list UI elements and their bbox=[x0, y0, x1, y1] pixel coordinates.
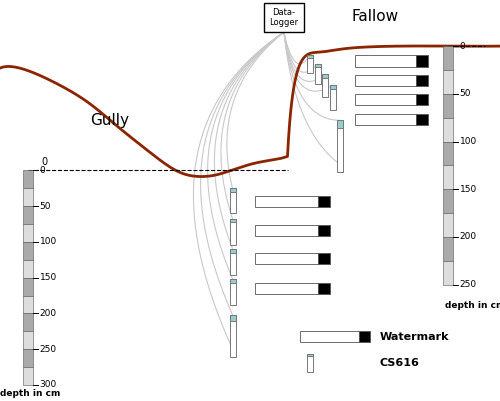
Bar bbox=[330, 85, 336, 110]
Text: 50: 50 bbox=[40, 202, 51, 211]
Bar bbox=[442, 46, 452, 70]
Bar bbox=[230, 279, 235, 305]
Bar bbox=[230, 219, 235, 223]
Bar bbox=[318, 253, 330, 264]
Bar bbox=[442, 213, 452, 237]
Bar bbox=[22, 260, 32, 277]
Bar bbox=[442, 142, 452, 165]
Bar bbox=[255, 253, 318, 264]
Bar bbox=[416, 114, 428, 125]
Bar bbox=[307, 354, 313, 356]
Bar bbox=[337, 120, 343, 128]
Bar bbox=[307, 55, 313, 73]
Bar bbox=[22, 314, 32, 331]
Bar bbox=[22, 206, 32, 224]
Bar bbox=[330, 85, 336, 89]
Bar bbox=[355, 55, 416, 67]
Text: 100: 100 bbox=[40, 237, 57, 247]
Bar bbox=[416, 55, 428, 67]
Text: 150: 150 bbox=[460, 185, 477, 194]
Text: Fallow: Fallow bbox=[352, 9, 399, 24]
Text: 250: 250 bbox=[460, 280, 476, 289]
Text: 0: 0 bbox=[42, 157, 48, 167]
Bar bbox=[322, 74, 328, 97]
Text: depth in cm: depth in cm bbox=[445, 301, 500, 310]
Bar bbox=[416, 94, 428, 105]
Bar bbox=[314, 64, 320, 67]
Bar bbox=[307, 354, 313, 372]
Bar bbox=[255, 196, 318, 207]
Bar bbox=[355, 75, 416, 86]
Bar bbox=[22, 170, 32, 188]
Text: depth in cm: depth in cm bbox=[0, 389, 60, 398]
Bar bbox=[230, 315, 235, 357]
Bar bbox=[307, 55, 313, 58]
Bar bbox=[416, 75, 428, 86]
Bar bbox=[230, 315, 235, 321]
Bar bbox=[22, 367, 32, 385]
Text: 0: 0 bbox=[40, 166, 45, 175]
Text: 250: 250 bbox=[40, 345, 56, 354]
Bar bbox=[230, 279, 235, 283]
Bar bbox=[359, 331, 370, 342]
Bar bbox=[22, 188, 32, 206]
Bar bbox=[442, 70, 452, 94]
Bar bbox=[22, 296, 32, 314]
Bar bbox=[442, 118, 452, 142]
Text: 200: 200 bbox=[40, 309, 56, 318]
Bar bbox=[230, 249, 235, 253]
Bar bbox=[442, 237, 452, 261]
Bar bbox=[318, 225, 330, 236]
Bar bbox=[264, 3, 304, 32]
Bar bbox=[442, 189, 452, 213]
Text: 150: 150 bbox=[40, 273, 57, 282]
Text: 200: 200 bbox=[460, 233, 476, 241]
Bar bbox=[22, 278, 32, 296]
Bar bbox=[355, 114, 416, 125]
Bar bbox=[22, 224, 32, 242]
Text: 50: 50 bbox=[460, 89, 471, 98]
Bar bbox=[318, 283, 330, 294]
Text: Gully: Gully bbox=[90, 113, 130, 128]
Bar bbox=[230, 188, 235, 213]
Bar bbox=[318, 196, 330, 207]
Text: 300: 300 bbox=[40, 381, 57, 389]
Bar bbox=[322, 74, 328, 78]
Bar bbox=[255, 225, 318, 236]
Bar bbox=[230, 219, 235, 245]
Bar bbox=[442, 94, 452, 118]
Bar bbox=[22, 349, 32, 367]
Text: Watermark: Watermark bbox=[380, 332, 450, 342]
Bar bbox=[230, 188, 235, 192]
Bar bbox=[22, 242, 32, 260]
Text: Data-
Logger: Data- Logger bbox=[270, 8, 298, 27]
Text: CS616: CS616 bbox=[380, 358, 420, 368]
Bar bbox=[337, 120, 343, 172]
Text: 0: 0 bbox=[460, 42, 465, 51]
Bar bbox=[355, 94, 416, 105]
Text: 100: 100 bbox=[460, 137, 477, 146]
Bar bbox=[442, 261, 452, 285]
Bar bbox=[230, 249, 235, 275]
Bar bbox=[22, 331, 32, 349]
Bar bbox=[442, 165, 452, 189]
Bar bbox=[300, 331, 359, 342]
Bar bbox=[255, 283, 318, 294]
Bar bbox=[314, 64, 320, 84]
